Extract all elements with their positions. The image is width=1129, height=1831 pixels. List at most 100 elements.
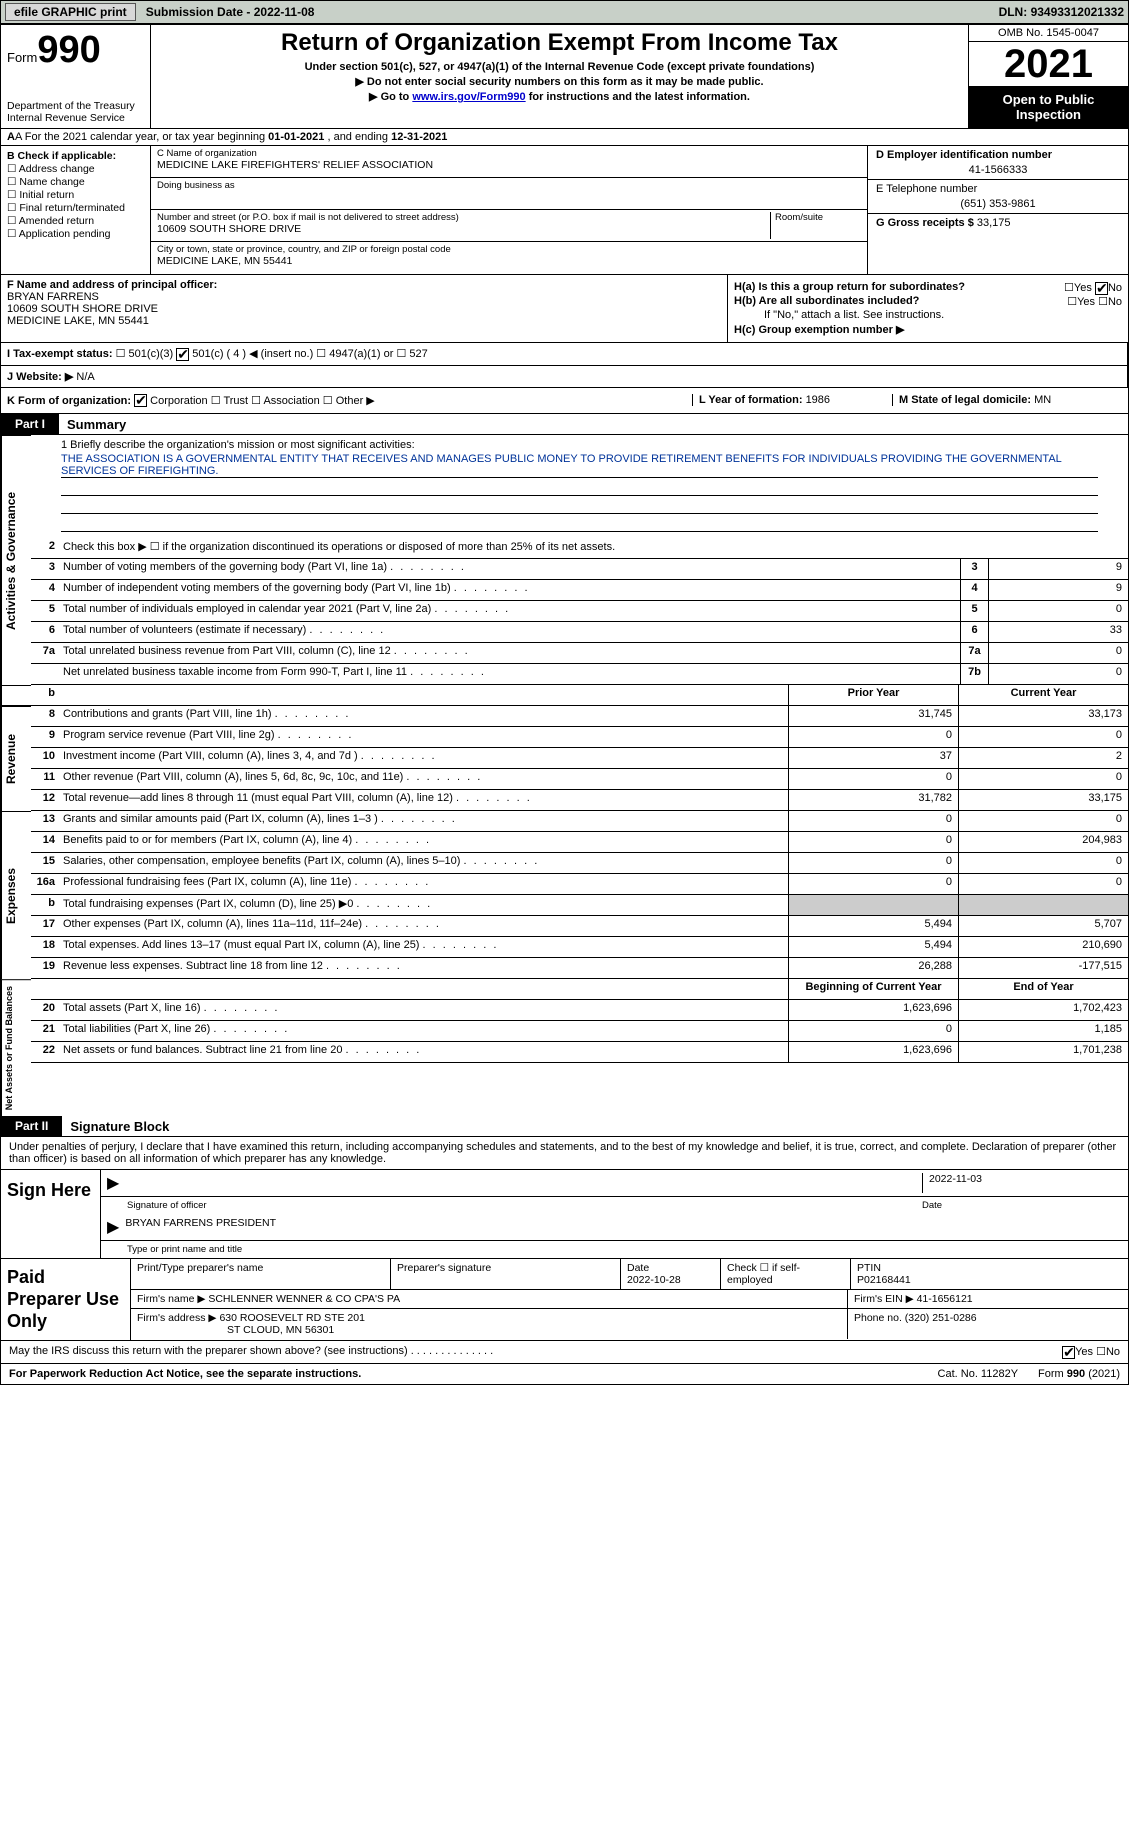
- chk-amended-return[interactable]: ☐ Amended return: [7, 215, 144, 227]
- officer-name: BRYAN FARRENS: [7, 291, 99, 303]
- line-17: 17Other expenses (Part IX, column (A), l…: [31, 916, 1128, 937]
- dba-label: Doing business as: [157, 180, 861, 191]
- line-16a: 16aProfessional fundraising fees (Part I…: [31, 874, 1128, 895]
- gross-receipts-label: G Gross receipts $: [876, 217, 977, 229]
- mission-block: 1 Briefly describe the organization's mi…: [31, 435, 1128, 538]
- officer-addr1: 10609 SOUTH SHORE DRIVE: [7, 303, 158, 315]
- 501c-checkbox[interactable]: [176, 348, 189, 361]
- sig-date-value: 2022-11-03: [922, 1173, 1122, 1193]
- line-18: 18Total expenses. Add lines 13–17 (must …: [31, 937, 1128, 958]
- subtitle-1: Under section 501(c), 527, or 4947(a)(1)…: [159, 61, 960, 73]
- part-1-header: Part I: [1, 414, 59, 434]
- col-d-numbers: D Employer identification number 41-1566…: [868, 146, 1128, 274]
- form-990: Form990 Department of the Treasury Inter…: [0, 24, 1129, 1385]
- form-ref: Form 990 (2021): [1038, 1368, 1120, 1380]
- form-id-box: Form990 Department of the Treasury Inter…: [1, 25, 151, 128]
- chk-final-return[interactable]: ☐ Final return/terminated: [7, 202, 144, 214]
- line-b: bTotal fundraising expenses (Part IX, co…: [31, 895, 1128, 916]
- self-employed-check[interactable]: Check ☐ if self-employed: [721, 1259, 851, 1289]
- chk-initial-return[interactable]: ☐ Initial return: [7, 189, 144, 201]
- line-20: 20Total assets (Part X, line 16) 1,623,6…: [31, 1000, 1128, 1021]
- cat-no: Cat. No. 11282Y: [938, 1368, 1019, 1380]
- col-c-org-info: C Name of organization MEDICINE LAKE FIR…: [151, 146, 868, 274]
- efile-print-button[interactable]: efile GRAPHIC print: [5, 3, 136, 21]
- gov-line-4: 4Number of independent voting members of…: [31, 580, 1128, 601]
- discuss-question: May the IRS discuss this return with the…: [9, 1345, 1062, 1359]
- line-9: 9Program service revenue (Part VIII, lin…: [31, 727, 1128, 748]
- officer-addr2: MEDICINE LAKE, MN 55441: [7, 315, 149, 327]
- line-13: 13Grants and similar amounts paid (Part …: [31, 811, 1128, 832]
- website-value: N/A: [76, 371, 94, 383]
- part-2-header: Part II: [1, 1116, 62, 1136]
- sign-here-label: Sign Here: [1, 1170, 101, 1258]
- chk-application-pending[interactable]: ☐ Application pending: [7, 228, 144, 240]
- city-label: City or town, state or province, country…: [157, 244, 861, 255]
- col-b-checkboxes: B Check if applicable: ☐ Address change …: [1, 146, 151, 274]
- sig-arrow-icon-2: ▶: [107, 1217, 119, 1237]
- chk-name-change[interactable]: ☐ Name change: [7, 176, 144, 188]
- telephone-value: (651) 353-9861: [876, 198, 1120, 210]
- tax-year: 2021: [969, 42, 1128, 86]
- state-domicile: MN: [1034, 394, 1051, 406]
- line-19: 19Revenue less expenses. Subtract line 1…: [31, 958, 1128, 979]
- website-row: J Website: ▶ N/A: [1, 366, 1128, 387]
- dln: DLN: 93493312021332: [999, 5, 1124, 19]
- line-12: 12Total revenue—add lines 8 through 11 (…: [31, 790, 1128, 811]
- gov-line-7a: 7aTotal unrelated business revenue from …: [31, 643, 1128, 664]
- name-title-label: Type or print name and title: [127, 1244, 242, 1255]
- prior-year-header: Prior Year: [788, 685, 958, 705]
- line-2: Check this box ▶ ☐ if the organization d…: [59, 538, 1128, 558]
- address-value: 10609 SOUTH SHORE DRIVE: [157, 223, 766, 235]
- discuss-yes-checkbox[interactable]: [1062, 1346, 1075, 1359]
- line-8: 8Contributions and grants (Part VIII, li…: [31, 706, 1128, 727]
- expenses-label: Expenses: [1, 811, 31, 979]
- ha-no-checkbox[interactable]: [1095, 282, 1108, 295]
- sig-arrow-icon: ▶: [107, 1173, 119, 1193]
- gov-line-6: 6Total number of volunteers (estimate if…: [31, 622, 1128, 643]
- paid-preparer-label: Paid Preparer Use Only: [1, 1259, 131, 1340]
- firm-phone: (320) 251-0286: [905, 1312, 977, 1324]
- gross-receipts-value: 33,175: [977, 217, 1011, 229]
- tax-exempt-status: I Tax-exempt status: ☐ 501(c)(3) 501(c) …: [1, 343, 1128, 365]
- form-of-org-row: K Form of organization: Corporation ☐ Tr…: [1, 388, 1128, 415]
- revenue-label: Revenue: [1, 706, 31, 811]
- principal-officer: F Name and address of principal officer:…: [1, 275, 728, 342]
- current-year-header: Current Year: [958, 685, 1128, 705]
- netassets-label: Net Assets or Fund Balances: [1, 979, 31, 1116]
- mission-text: THE ASSOCIATION IS A GOVERNMENTAL ENTITY…: [61, 453, 1098, 478]
- form-title-box: Return of Organization Exempt From Incom…: [151, 25, 968, 128]
- telephone-label: E Telephone number: [876, 183, 977, 195]
- dept-treasury: Department of the Treasury Internal Reve…: [7, 100, 144, 124]
- subtitle-2: ▶ Do not enter social security numbers o…: [159, 75, 960, 88]
- group-return-box: H(a) Is this a group return for subordin…: [728, 275, 1128, 342]
- ein-value: 41-1566333: [876, 164, 1120, 176]
- chk-address-change[interactable]: ☐ Address change: [7, 163, 144, 175]
- gov-line-3: 3Number of voting members of the governi…: [31, 559, 1128, 580]
- open-inspection: Open to Public Inspection: [969, 86, 1128, 128]
- city-value: MEDICINE LAKE, MN 55441: [157, 255, 861, 267]
- preparer-name-label: Print/Type preparer's name: [131, 1259, 391, 1289]
- year-formation: 1986: [806, 394, 830, 406]
- row-a-tax-year: AA For the 2021 calendar year, or tax ye…: [1, 129, 1128, 146]
- firm-ein: 41-1656121: [917, 1293, 973, 1305]
- corporation-checkbox[interactable]: [134, 394, 147, 407]
- officer-name-title: BRYAN FARRENS PRESIDENT: [125, 1217, 276, 1237]
- topbar: efile GRAPHIC print Submission Date - 20…: [0, 0, 1129, 24]
- part-1-title: Summary: [59, 417, 126, 432]
- part-2-title: Signature Block: [62, 1119, 169, 1134]
- sig-date-label: Date: [922, 1200, 1122, 1211]
- gov-line-7b: Net unrelated business taxable income fr…: [31, 664, 1128, 685]
- firm-addr2: ST CLOUD, MN 56301: [227, 1324, 334, 1336]
- room-suite-label: Room/suite: [771, 212, 861, 239]
- form-title: Return of Organization Exempt From Incom…: [159, 29, 960, 57]
- line-15: 15Salaries, other compensation, employee…: [31, 853, 1128, 874]
- activities-label: Activities & Governance: [1, 435, 31, 685]
- line-21: 21Total liabilities (Part X, line 26) 01…: [31, 1021, 1128, 1042]
- revenue-gutter: [1, 685, 31, 706]
- subtitle-3: ▶ Go to www.irs.gov/Form990 for instruct…: [159, 90, 960, 103]
- ein-label: D Employer identification number: [876, 149, 1052, 161]
- prep-date: 2022-10-28: [627, 1274, 681, 1286]
- ptin-value: P02168441: [857, 1274, 911, 1286]
- firm-addr1: 630 ROOSEVELT RD STE 201: [219, 1312, 365, 1324]
- irs-link[interactable]: www.irs.gov/Form990: [412, 91, 525, 103]
